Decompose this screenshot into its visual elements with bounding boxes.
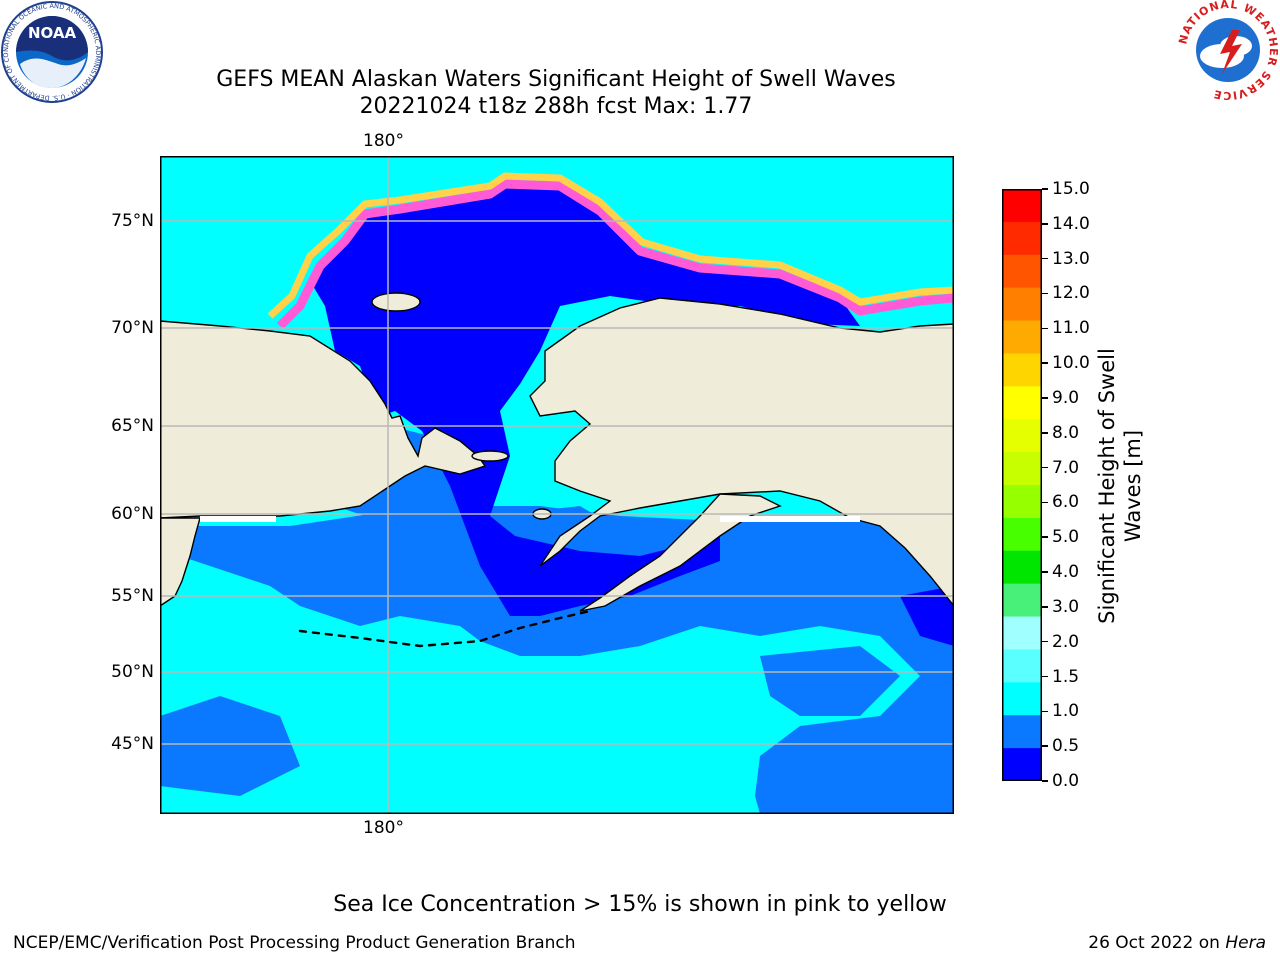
- wrangel-island: [371, 292, 421, 312]
- colorbar-tick-mark: [1042, 223, 1048, 225]
- colorbar-band: [1002, 287, 1042, 322]
- lat-label-70: 70°N: [111, 318, 154, 338]
- colorbar-band: [1002, 254, 1042, 289]
- footer-date: 26 Oct 2022 on: [1088, 933, 1226, 953]
- lat-label-55: 55°N: [111, 586, 154, 606]
- sea-ice-edge-outer: [267, 172, 954, 319]
- colorbar-tick-mark: [1042, 501, 1048, 504]
- colorbar-tick-label: 8.0: [1052, 422, 1080, 443]
- colorbar-tick-label: 3.0: [1052, 596, 1080, 617]
- data-gap-band-east: [720, 516, 860, 522]
- footer-right: 26 Oct 2022 on Hera: [1088, 933, 1266, 953]
- colorbar-tick-mark: [1042, 466, 1048, 469]
- colorbar-tick-label: 14.0: [1052, 213, 1090, 234]
- noaa-logo: NATIONAL OCEANIC AND ATMOSPHERIC ADMINIS…: [0, 0, 103, 103]
- swell-00-05-patch-east: [900, 586, 954, 646]
- map-frame: [160, 156, 954, 814]
- colorbar-tick-mark: [1042, 432, 1048, 434]
- colorbar-band: [1002, 649, 1042, 683]
- land-alaska-peninsula: [579, 493, 782, 612]
- colorbar-tick-mark: [1042, 745, 1048, 747]
- colorbar-band: [1002, 221, 1042, 256]
- colorbar-tick-label: 2.0: [1052, 631, 1080, 652]
- colorbar-tick-label: 1.5: [1052, 666, 1080, 687]
- swell-00-05-region: [310, 186, 860, 616]
- colorbar-tick-mark: [1042, 362, 1048, 364]
- colorbar-tick-label: 9.0: [1052, 387, 1080, 408]
- chart-subtitle: 20221024 t18z 288h fcst Max: 1.77: [359, 94, 753, 119]
- colorbar-tick-mark: [1042, 327, 1048, 330]
- chart-title: GEFS MEAN Alaskan Waters Significant Hei…: [216, 67, 896, 92]
- colorbar-tick-mark: [1042, 606, 1048, 608]
- lat-label-50: 50°N: [111, 662, 154, 682]
- colorbar-frame: [1002, 189, 1042, 781]
- colorbar-tick-label: 6.0: [1052, 492, 1080, 513]
- lat-label-60: 60°N: [111, 504, 154, 524]
- colorbar-band: [1002, 189, 1042, 223]
- lon-label-top: 180°: [363, 131, 404, 151]
- colorbar-tick-mark: [1042, 292, 1048, 295]
- colorbar-tick-label: 7.0: [1052, 457, 1080, 478]
- colorbar-tick-mark: [1042, 188, 1048, 190]
- colorbar-tick-label: 11.0: [1052, 318, 1090, 339]
- colorbar-band: [1002, 386, 1042, 420]
- lon-label-bottom: 180°: [363, 818, 404, 838]
- colorbar-tick-label: 1.0: [1052, 701, 1080, 722]
- graticule: [160, 156, 954, 814]
- aleutian-islands: [298, 609, 592, 648]
- colorbar-label-line2: Waves [m]: [1121, 429, 1145, 543]
- st-lawrence-island: [471, 450, 509, 462]
- colorbar-tick-mark: [1042, 780, 1048, 782]
- colorbar-band: [1002, 320, 1042, 354]
- map-panel: [160, 156, 954, 814]
- swell-05-10-patch-east: [760, 646, 900, 716]
- colorbar-tick-mark: [1042, 397, 1048, 399]
- colorbar-band: [1002, 353, 1042, 387]
- colorbar-band: [1002, 682, 1042, 716]
- swell-05-10-patch-south: [160, 696, 300, 796]
- colorbar-tick-label: 4.0: [1052, 562, 1080, 583]
- lat-label-65: 65°N: [111, 416, 154, 436]
- colorbar-band: [1002, 517, 1042, 552]
- colorbar-band: [1002, 748, 1042, 781]
- colorbar-tick-label: 12.0: [1052, 283, 1090, 304]
- colorbar-band: [1002, 715, 1042, 749]
- land-kamchatka: [160, 517, 201, 607]
- colorbar-tick-mark: [1042, 710, 1048, 713]
- data-gap-band: [200, 516, 276, 522]
- lat-label-75: 75°N: [111, 211, 154, 231]
- nws-logo: NATIONAL WEATHER SERVICE: [1176, 0, 1279, 100]
- colorbar-band: [1002, 583, 1042, 618]
- colorbar-tick-label: 15.0: [1052, 179, 1090, 199]
- colorbar-band: [1002, 550, 1042, 585]
- sea-ice-note: Sea Ice Concentration > 15% is shown in …: [333, 892, 947, 917]
- land-siberia: [160, 320, 487, 519]
- footer-left: NCEP/EMC/Verification Post Processing Pr…: [13, 933, 576, 953]
- colorbar: [1002, 189, 1042, 781]
- colorbar-tick-mark: [1042, 675, 1048, 678]
- colorbar-band: [1002, 485, 1042, 519]
- colorbar-tick-label: 0.0: [1052, 771, 1080, 791]
- footer-host: Hera: [1225, 933, 1266, 953]
- colorbar-tick-mark: [1042, 571, 1048, 573]
- colorbar-tick-label: 5.0: [1052, 527, 1080, 548]
- lat-label-45: 45°N: [111, 734, 154, 754]
- sea-ice-edge: [276, 179, 954, 330]
- swell-05-10-region: [160, 506, 954, 814]
- colorbar-band: [1002, 419, 1042, 453]
- colorbar-tick-mark: [1042, 640, 1048, 643]
- colorbar-tick-mark: [1042, 257, 1048, 260]
- colorbar-tick-label: 13.0: [1052, 248, 1090, 269]
- colorbar-tick-mark: [1042, 536, 1048, 538]
- colorbar-tick-label: 0.5: [1052, 736, 1080, 757]
- colorbar-tick-label: 10.0: [1052, 353, 1090, 374]
- colorbar-label-line1: Significant Height of Swell: [1095, 348, 1119, 624]
- svg-text:NOAA: NOAA: [28, 24, 77, 42]
- colorbar-band: [1002, 616, 1042, 650]
- colorbar-label: Significant Height of Swell Waves [m]: [1094, 286, 1146, 686]
- colorbar-band: [1002, 452, 1042, 486]
